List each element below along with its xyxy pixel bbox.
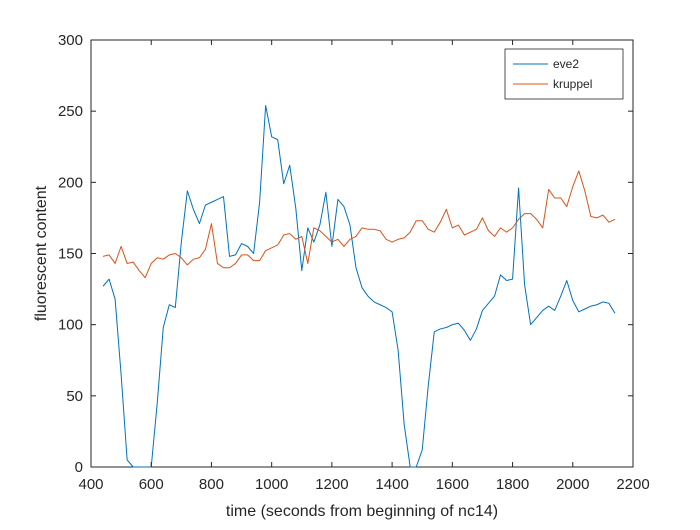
x-tick-label: 1400	[375, 476, 408, 493]
series-line-kruppel	[102, 170, 616, 279]
legend-label-kruppel: kruppel	[553, 77, 592, 91]
legend-label-eve2: eve2	[553, 57, 579, 71]
y-axis-ticks: 0 50 100 150 200 250 300	[58, 32, 633, 476]
x-tick-label: 2000	[556, 476, 589, 493]
series-layer	[102, 104, 616, 468]
y-tick-label: 50	[66, 388, 83, 405]
y-tick-label: 200	[58, 174, 83, 191]
series-line-eve2	[102, 104, 616, 468]
x-tick-label: 400	[78, 476, 103, 493]
y-tick-label: 100	[58, 317, 83, 334]
x-tick-label: 1800	[496, 476, 529, 493]
y-tick-label: 0	[75, 459, 83, 476]
axes-box	[90, 39, 634, 468]
x-tick-label: 600	[139, 476, 164, 493]
x-tick-label: 1200	[315, 476, 348, 493]
x-tick-label: 1600	[436, 476, 469, 493]
legend-box	[504, 48, 624, 100]
legend: eve2 kruppel	[504, 48, 624, 100]
plot-area: 400 600 800 1000 1200 1400 1600 1800 2000 2200 0 5…	[58, 32, 650, 493]
x-axis-ticks: 400 600 800 1000 1200 1400 1600 1800 2000 2200	[78, 40, 650, 493]
x-tick-label: 1000	[255, 476, 288, 493]
y-axis-label: fluorescent content	[33, 185, 50, 321]
y-tick-label: 250	[58, 103, 83, 120]
y-tick-label: 150	[58, 246, 83, 263]
y-tick-label: 300	[58, 32, 83, 49]
x-axis-label: time (seconds from beginning of nc14)	[226, 503, 498, 520]
x-tick-label: 800	[199, 476, 224, 493]
x-tick-label: 2200	[616, 476, 649, 493]
